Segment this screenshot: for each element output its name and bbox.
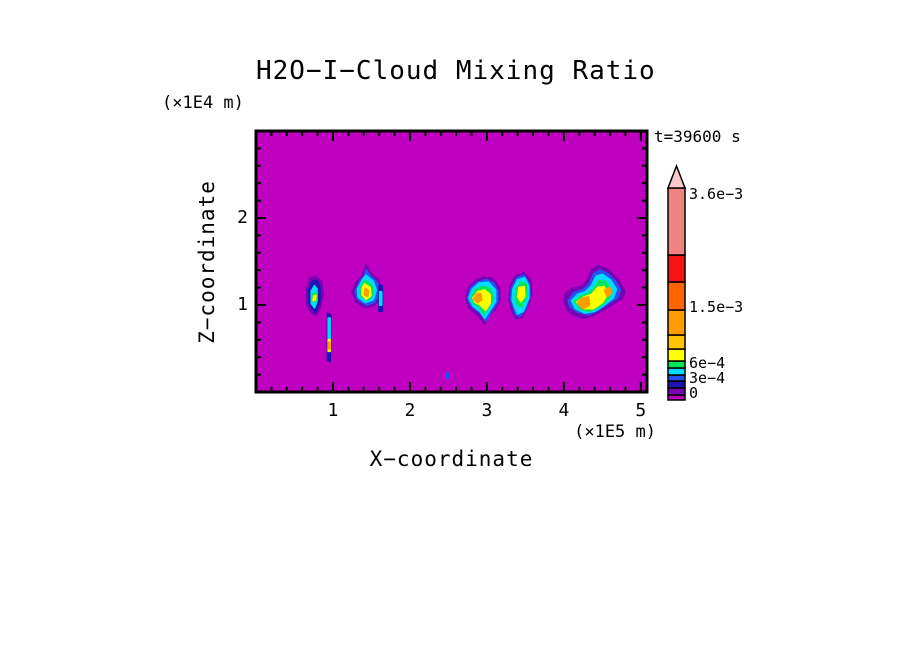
x-tick-label: 2 bbox=[404, 400, 416, 421]
contour-region-streak-left bbox=[327, 341, 331, 350]
contour-region-cloud-right-large bbox=[576, 296, 591, 310]
colorbar-tick-label: 3e−4 bbox=[689, 369, 726, 387]
x-axis-units-label: (×1E5 m) bbox=[574, 422, 656, 442]
colorbar-band-orange bbox=[667, 309, 686, 336]
colorbar-tick-label: 6e−4 bbox=[689, 354, 726, 372]
colorbar-band-red bbox=[667, 254, 686, 283]
x-axis-title: X−coordinate bbox=[369, 447, 534, 471]
x-tick-label: 1 bbox=[327, 400, 339, 421]
colorbar-tick-label: 0 bbox=[689, 384, 699, 402]
z-axis-title: Z−coordinate bbox=[195, 180, 219, 344]
colorbar-band-salmon bbox=[667, 187, 686, 256]
contour-region-cloud-right-large bbox=[603, 286, 613, 298]
colorbar-band-gold bbox=[667, 334, 686, 350]
x-tick-label: 5 bbox=[635, 400, 647, 421]
time-label: t=39600 s bbox=[654, 127, 741, 146]
colorbar-band-blue bbox=[667, 374, 686, 382]
contour-region-speck-bottom bbox=[445, 371, 450, 380]
contour-region-streak-diamond-right bbox=[378, 290, 383, 306]
plot-title: H2O−I−Cloud Mixing Ratio bbox=[256, 56, 656, 86]
contour-region-cloud-diamond bbox=[363, 287, 370, 298]
contour-region-cloud-left-small bbox=[312, 294, 317, 302]
contour-region-cloud-middle-right bbox=[516, 285, 526, 303]
contour-region-cloud-middle-left bbox=[472, 292, 483, 304]
colorbar-arrow bbox=[666, 163, 687, 189]
colorbar-band-navy bbox=[667, 380, 686, 389]
contour-region-streak-left bbox=[327, 317, 331, 340]
x-tick-label: 3 bbox=[481, 400, 493, 421]
x-tick-label: 4 bbox=[558, 400, 570, 421]
colorbar-band-yellow bbox=[667, 348, 686, 362]
z-tick-label: 2 bbox=[237, 207, 248, 228]
z-axis-units-label: (×1E4 m) bbox=[162, 93, 244, 113]
colorbar-tick-label: 3.6e−3 bbox=[689, 185, 744, 203]
colorbar-band-cyan bbox=[667, 367, 686, 376]
colorbar-band-green bbox=[667, 360, 686, 369]
colorbar-band-purple bbox=[667, 387, 686, 396]
colorbar-band-dkorange bbox=[667, 281, 686, 311]
colorbar-tick-label: 1.5e−3 bbox=[689, 298, 744, 316]
z-tick-label: 1 bbox=[237, 294, 248, 315]
